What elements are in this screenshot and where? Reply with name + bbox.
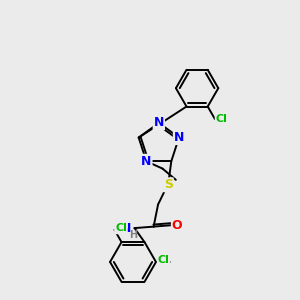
Text: N: N — [121, 222, 131, 235]
Text: N: N — [174, 131, 184, 144]
Text: O: O — [172, 219, 182, 232]
Text: Cl: Cl — [216, 114, 227, 124]
Text: Cl: Cl — [158, 256, 170, 266]
Text: N: N — [154, 116, 164, 129]
Text: S: S — [164, 178, 173, 191]
Text: N: N — [141, 155, 152, 168]
Text: H: H — [130, 230, 138, 241]
Text: Cl: Cl — [115, 224, 127, 233]
